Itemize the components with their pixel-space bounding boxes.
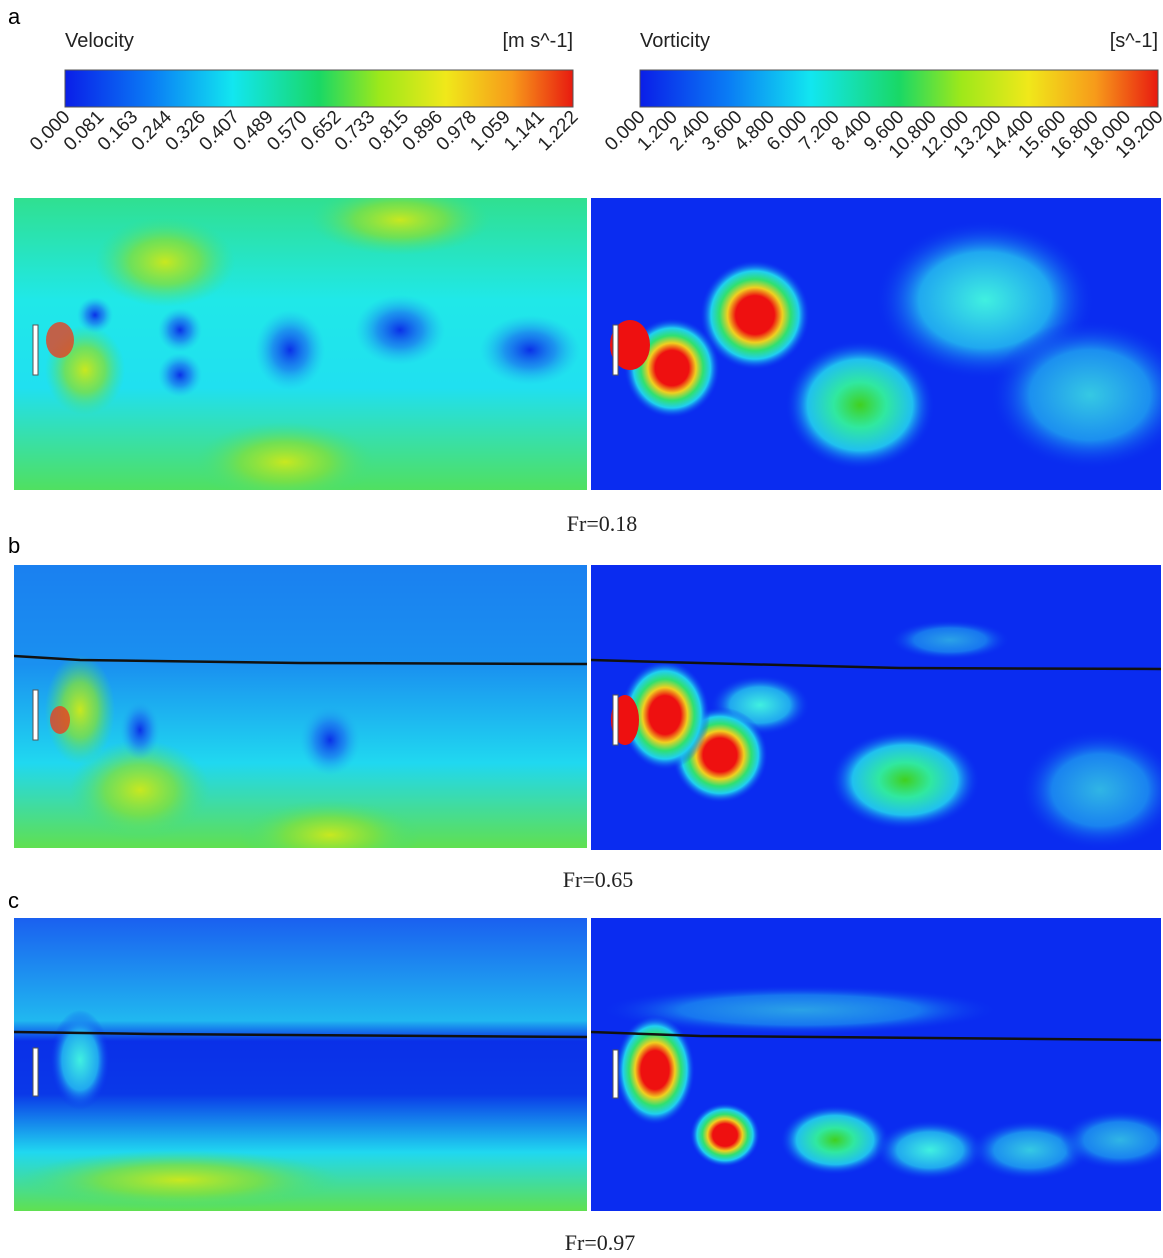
- vorticity-contour: [591, 918, 1163, 1211]
- panel-label: a: [8, 4, 21, 29]
- colorbar-ticks: 0.0000.0810.1630.2440.3260.4070.4890.570…: [26, 106, 1163, 162]
- colorbar-title: Velocity: [65, 30, 134, 52]
- colorbar-unit: [m s^-1]: [503, 30, 574, 52]
- vorticity-contour: [591, 198, 1163, 490]
- colorbar: [65, 70, 573, 107]
- colorbar: [640, 70, 1158, 107]
- figure: Velocity [m s^-1] Vorticity [s^-1] 0.000…: [0, 0, 1163, 1258]
- colorbar-tick-label: 1.222: [534, 107, 582, 155]
- colorbar-vorticity: Vorticity [s^-1]: [640, 30, 1158, 107]
- velocity-contour: [14, 185, 587, 502]
- colorbar-velocity: Velocity [m s^-1]: [65, 30, 573, 107]
- caption: Fr=0.97: [565, 1230, 635, 1255]
- panel-label: c: [8, 888, 19, 913]
- caption: Fr=0.18: [567, 511, 637, 536]
- velocity-contour: [14, 565, 587, 870]
- panel-label: b: [8, 533, 20, 558]
- colorbar-unit: [s^-1]: [1110, 30, 1158, 52]
- colorbar-title: Vorticity: [640, 30, 710, 52]
- caption: Fr=0.65: [563, 867, 633, 892]
- velocity-contour: [14, 918, 587, 1211]
- vorticity-contour: [591, 565, 1163, 850]
